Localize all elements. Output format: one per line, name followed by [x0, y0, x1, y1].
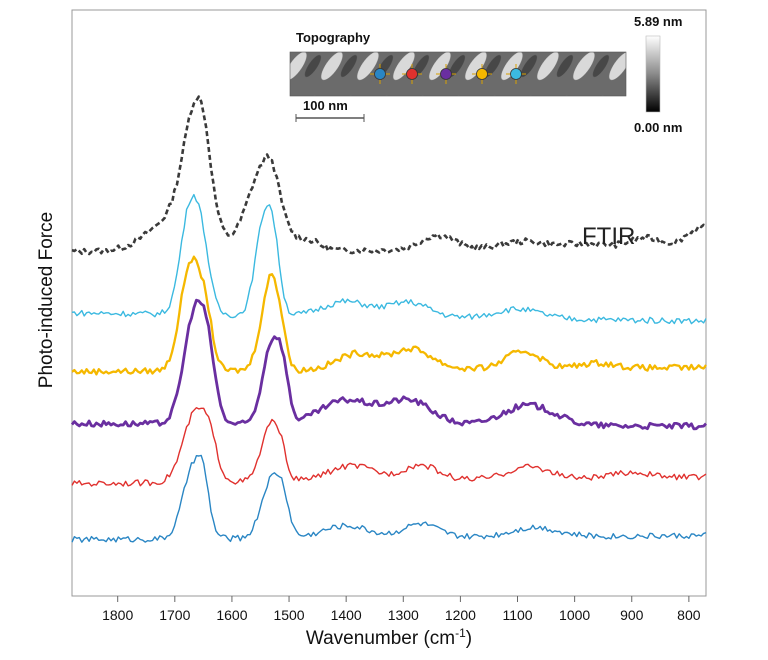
ftir-annotation: FTIR	[582, 223, 635, 250]
x-tick-label-1000: 1000	[559, 607, 590, 623]
series-line-1	[71, 95, 707, 256]
series-layer	[70, 95, 708, 543]
x-axis-title-close: )	[466, 628, 472, 649]
scalebar-label: 100 nm	[303, 98, 348, 113]
series-line-2	[71, 193, 707, 325]
x-tick-label-800: 800	[677, 607, 701, 623]
x-axis: 1800 1700 1600 1500 1400 1300 1200 1100 1000 900 8…	[72, 595, 706, 623]
x-axis-title-main: Wavenumber (cm	[306, 628, 455, 649]
inset-marker-2	[402, 64, 422, 84]
x-tick-label-900: 900	[620, 607, 644, 623]
colorbar-max-label: 5.89 nm	[634, 14, 682, 29]
series-line-4	[70, 298, 708, 431]
series-line-3	[71, 255, 707, 376]
x-tick-label-1700: 1700	[159, 607, 190, 623]
series-line-6	[71, 454, 707, 543]
inset-marker-5	[506, 64, 526, 84]
x-tick-label-1300: 1300	[388, 607, 419, 623]
x-tick-label-1200: 1200	[445, 607, 476, 623]
topography-inset: Topography 100 nm 5.89 nm 0.00 nm	[289, 14, 682, 135]
topography-image	[289, 51, 627, 97]
x-tick-label-1600: 1600	[216, 607, 247, 623]
inset-marker-1	[370, 64, 390, 84]
x-tick-label-1400: 1400	[331, 607, 362, 623]
colorbar	[645, 35, 661, 113]
inset-markers	[370, 64, 526, 84]
x-tick-label-1800: 1800	[102, 607, 133, 623]
colorbar-min-label: 0.00 nm	[634, 120, 682, 135]
y-axis-title: Photo-induced Force	[36, 212, 57, 388]
inset-title: Topography	[296, 30, 371, 45]
x-tick-label-1100: 1100	[502, 607, 532, 623]
x-axis-title-superscript: -1	[455, 626, 466, 640]
x-tick-label-1500: 1500	[273, 607, 304, 623]
inset-marker-3	[436, 64, 456, 84]
series-line-5	[71, 407, 707, 487]
inset-marker-4	[472, 64, 492, 84]
x-axis-title: Wavenumber (cm-1)	[306, 626, 472, 649]
